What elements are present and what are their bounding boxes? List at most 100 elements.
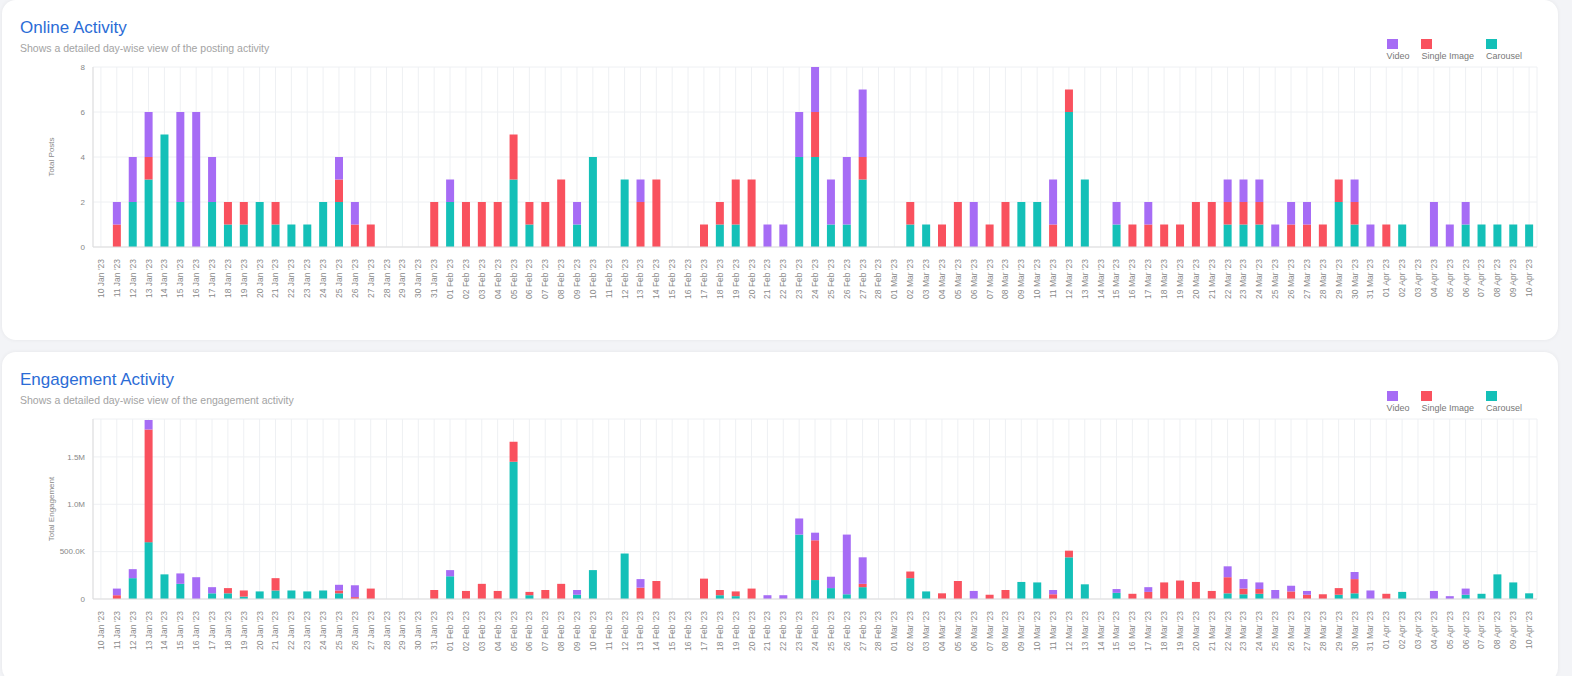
svg-text:06 Apr '23: 06 Apr '23: [1461, 259, 1471, 297]
svg-text:19 Jan '23: 19 Jan '23: [239, 259, 249, 298]
svg-text:29 Jan '23: 29 Jan '23: [397, 611, 407, 650]
svg-text:25 Feb '23: 25 Feb '23: [826, 611, 836, 651]
svg-text:11 Feb '23: 11 Feb '23: [604, 259, 614, 299]
svg-text:22 Mar '23: 22 Mar '23: [1223, 259, 1233, 299]
svg-text:500.0K: 500.0K: [60, 547, 86, 556]
svg-text:05 Mar '23: 05 Mar '23: [953, 611, 963, 651]
svg-text:25 Feb '23: 25 Feb '23: [826, 259, 836, 299]
svg-text:01 Feb '23: 01 Feb '23: [445, 611, 455, 651]
svg-text:22 Jan '23: 22 Jan '23: [286, 611, 296, 650]
svg-text:12 Feb '23: 12 Feb '23: [620, 259, 630, 299]
svg-text:30 Jan '23: 30 Jan '23: [413, 259, 423, 298]
svg-text:23 Mar '23: 23 Mar '23: [1238, 611, 1248, 651]
svg-text:03 Feb '23: 03 Feb '23: [477, 611, 487, 651]
svg-text:21 Feb '23: 21 Feb '23: [762, 259, 772, 299]
svg-text:24 Mar '23: 24 Mar '23: [1254, 259, 1264, 299]
svg-text:07 Feb '23: 07 Feb '23: [540, 611, 550, 651]
svg-text:31 Mar '23: 31 Mar '23: [1365, 611, 1375, 651]
svg-text:03 Apr '23: 03 Apr '23: [1413, 259, 1423, 297]
svg-text:4: 4: [81, 153, 86, 162]
svg-text:17 Feb '23: 17 Feb '23: [699, 611, 709, 651]
svg-text:01 Feb '23: 01 Feb '23: [445, 259, 455, 299]
svg-text:1.0M: 1.0M: [67, 500, 85, 509]
svg-text:0: 0: [81, 595, 86, 604]
svg-text:07 Apr '23: 07 Apr '23: [1476, 259, 1486, 297]
svg-text:12 Mar '23: 12 Mar '23: [1064, 611, 1074, 651]
svg-text:09 Apr '23: 09 Apr '23: [1508, 611, 1518, 649]
svg-text:24 Jan '23: 24 Jan '23: [318, 611, 328, 650]
svg-text:30 Mar '23: 30 Mar '23: [1350, 259, 1360, 299]
svg-text:8: 8: [81, 63, 86, 72]
svg-text:27 Mar '23: 27 Mar '23: [1302, 259, 1312, 299]
svg-text:25 Mar '23: 25 Mar '23: [1270, 259, 1280, 299]
svg-text:12 Jan '23: 12 Jan '23: [128, 259, 138, 298]
svg-text:07 Apr '23: 07 Apr '23: [1476, 611, 1486, 649]
svg-text:06 Feb '23: 06 Feb '23: [524, 259, 534, 299]
svg-text:11 Jan '23: 11 Jan '23: [112, 611, 122, 650]
svg-text:03 Apr '23: 03 Apr '23: [1413, 611, 1423, 649]
svg-text:30 Mar '23: 30 Mar '23: [1350, 611, 1360, 651]
svg-text:10 Jan '23: 10 Jan '23: [96, 611, 106, 650]
svg-text:08 Feb '23: 08 Feb '23: [556, 259, 566, 299]
svg-text:27 Feb '23: 27 Feb '23: [858, 259, 868, 299]
svg-text:09 Apr '23: 09 Apr '23: [1508, 259, 1518, 297]
svg-text:13 Jan '23: 13 Jan '23: [144, 259, 154, 298]
svg-text:21 Mar '23: 21 Mar '23: [1207, 259, 1217, 299]
svg-text:14 Jan '23: 14 Jan '23: [159, 259, 169, 298]
svg-text:08 Mar '23: 08 Mar '23: [1000, 611, 1010, 651]
svg-text:27 Jan '23: 27 Jan '23: [366, 259, 376, 298]
svg-text:28 Mar '23: 28 Mar '23: [1318, 611, 1328, 651]
svg-text:20 Jan '23: 20 Jan '23: [255, 259, 265, 298]
svg-text:25 Jan '23: 25 Jan '23: [334, 259, 344, 298]
svg-text:01 Apr '23: 01 Apr '23: [1381, 259, 1391, 297]
svg-text:15 Feb '23: 15 Feb '23: [667, 259, 677, 299]
svg-text:18 Jan '23: 18 Jan '23: [223, 611, 233, 650]
svg-text:15 Jan '23: 15 Jan '23: [175, 259, 185, 298]
svg-text:13 Feb '23: 13 Feb '23: [635, 259, 645, 299]
svg-text:27 Mar '23: 27 Mar '23: [1302, 611, 1312, 651]
svg-text:04 Feb '23: 04 Feb '23: [493, 611, 503, 651]
svg-text:10 Apr '23: 10 Apr '23: [1524, 611, 1534, 649]
svg-text:12 Feb '23: 12 Feb '23: [620, 611, 630, 651]
svg-text:11 Jan '23: 11 Jan '23: [112, 259, 122, 298]
svg-text:01 Apr '23: 01 Apr '23: [1381, 611, 1391, 649]
svg-text:29 Mar '23: 29 Mar '23: [1334, 259, 1344, 299]
svg-text:16 Jan '23: 16 Jan '23: [191, 611, 201, 650]
svg-text:10 Apr '23: 10 Apr '23: [1524, 259, 1534, 297]
svg-text:17 Mar '23: 17 Mar '23: [1143, 611, 1153, 651]
svg-text:02 Mar '23: 02 Mar '23: [905, 259, 915, 299]
svg-text:19 Jan '23: 19 Jan '23: [239, 611, 249, 650]
svg-text:06 Feb '23: 06 Feb '23: [524, 611, 534, 651]
svg-text:14 Feb '23: 14 Feb '23: [651, 259, 661, 299]
svg-text:18 Mar '23: 18 Mar '23: [1159, 611, 1169, 651]
svg-text:18 Mar '23: 18 Mar '23: [1159, 259, 1169, 299]
svg-text:15 Mar '23: 15 Mar '23: [1111, 611, 1121, 651]
svg-text:05 Apr '23: 05 Apr '23: [1445, 259, 1455, 297]
svg-text:05 Feb '23: 05 Feb '23: [509, 611, 519, 651]
svg-text:14 Mar '23: 14 Mar '23: [1096, 611, 1106, 651]
svg-text:24 Feb '23: 24 Feb '23: [810, 611, 820, 651]
svg-text:25 Mar '23: 25 Mar '23: [1270, 611, 1280, 651]
svg-text:16 Jan '23: 16 Jan '23: [191, 259, 201, 298]
svg-text:05 Mar '23: 05 Mar '23: [953, 259, 963, 299]
svg-text:01 Mar '23: 01 Mar '23: [889, 611, 899, 651]
svg-text:26 Jan '23: 26 Jan '23: [350, 259, 360, 298]
svg-text:19 Feb '23: 19 Feb '23: [731, 259, 741, 299]
svg-text:23 Feb '23: 23 Feb '23: [794, 259, 804, 299]
svg-text:10 Mar '23: 10 Mar '23: [1032, 259, 1042, 299]
svg-text:12 Mar '23: 12 Mar '23: [1064, 259, 1074, 299]
svg-text:16 Mar '23: 16 Mar '23: [1127, 611, 1137, 651]
svg-text:20 Mar '23: 20 Mar '23: [1191, 259, 1201, 299]
svg-text:27 Jan '23: 27 Jan '23: [366, 611, 376, 650]
svg-text:28 Mar '23: 28 Mar '23: [1318, 259, 1328, 299]
svg-text:29 Jan '23: 29 Jan '23: [397, 259, 407, 298]
svg-text:07 Mar '23: 07 Mar '23: [985, 259, 995, 299]
svg-text:17 Feb '23: 17 Feb '23: [699, 259, 709, 299]
svg-text:13 Mar '23: 13 Mar '23: [1080, 259, 1090, 299]
svg-text:20 Mar '23: 20 Mar '23: [1191, 611, 1201, 651]
svg-text:11 Mar '23: 11 Mar '23: [1048, 611, 1058, 651]
svg-text:04 Apr '23: 04 Apr '23: [1429, 611, 1439, 649]
svg-text:07 Feb '23: 07 Feb '23: [540, 259, 550, 299]
svg-text:21 Mar '23: 21 Mar '23: [1207, 611, 1217, 651]
svg-text:15 Mar '23: 15 Mar '23: [1111, 259, 1121, 299]
